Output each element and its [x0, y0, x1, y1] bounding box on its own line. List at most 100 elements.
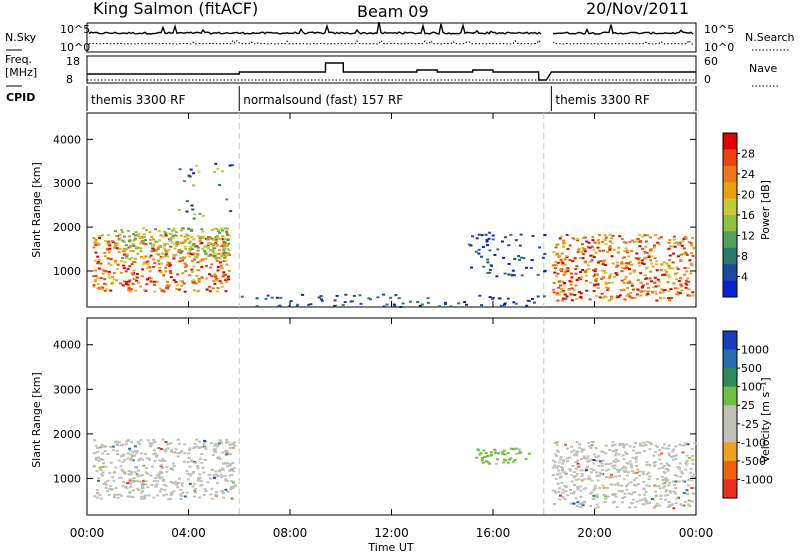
velocity-echo-cell [172, 481, 176, 484]
power-echo-cell [141, 268, 145, 271]
power-echo-cell [174, 280, 178, 283]
velocity-echo-cell [166, 447, 170, 450]
power-echo-cell [166, 263, 170, 266]
velocity-echo-cell [488, 462, 491, 465]
power-echo-cell [137, 281, 141, 284]
power-echo-cell [646, 234, 649, 237]
velocity-echo-cell [589, 492, 593, 495]
power-echo-cell [295, 305, 299, 308]
velocity-echo-cell [671, 458, 675, 461]
velocity-echo-cell [553, 464, 557, 467]
power-echo-cell [559, 269, 562, 271]
velocity-echo-cell [682, 492, 686, 494]
velocity-echo-cell [100, 443, 104, 446]
power-echo-cell [278, 304, 282, 307]
velocity-echo-cell [614, 452, 618, 455]
power-echo-cell [592, 275, 596, 278]
power-echo-cell [643, 274, 647, 277]
velocity-echo-cell [687, 457, 691, 459]
power-echo-cell [138, 242, 142, 245]
velocity-echo-cell [571, 464, 575, 467]
power-echo-cell [553, 267, 557, 270]
velocity-echo-cell [209, 493, 213, 496]
power-echo-cell [557, 293, 561, 296]
power-echo-cell [186, 227, 190, 230]
power-echo-cell [591, 239, 595, 242]
power-echo-cell [190, 260, 194, 263]
power-echo-cell [651, 265, 655, 268]
velocity-echo-cell [480, 457, 484, 460]
power-echo-cell [114, 235, 118, 238]
power-echo-cell [561, 280, 565, 283]
power-echo-cell [104, 270, 108, 273]
power-echo-cell [532, 301, 536, 304]
power-echo-cell [225, 231, 229, 234]
velocity-echo-cell [653, 460, 657, 463]
velocity-echo-cell [152, 479, 156, 482]
velocity-echo-cell [212, 450, 216, 452]
velocity-echo-cell [128, 473, 132, 476]
power-echo-cell [481, 245, 485, 248]
power-echo-cell [581, 269, 585, 271]
power-echo-cell [463, 301, 467, 303]
power-echo-cell [127, 287, 131, 290]
power-echo-cell [149, 280, 153, 283]
power-echo-cell [559, 235, 563, 238]
velocity-echo-cell [641, 470, 645, 473]
velocity-echo-cell [662, 465, 666, 468]
power-echo-cell [121, 284, 125, 287]
velocity-echo-cell [157, 447, 161, 449]
power-echo-cell [615, 261, 619, 264]
power-echo-cell [108, 247, 112, 250]
power-echo-cell [679, 283, 683, 286]
power-echo-cell [486, 271, 490, 274]
power-echo-cell [149, 277, 153, 280]
velocity-echo-cell [690, 475, 694, 478]
velocity-echo-cell [160, 471, 164, 474]
velocity-echo-cell [559, 476, 562, 479]
power-echo-cell [610, 242, 614, 245]
power-echo-cell [614, 272, 618, 274]
velocity-echo-cell [575, 452, 579, 455]
power-echo-cell [123, 250, 127, 252]
velocity-echo-cell [107, 488, 111, 491]
power-echo-cell [112, 246, 116, 249]
power-echo-cell [287, 305, 291, 308]
velocity-echo-cell [608, 476, 612, 479]
power-echo-cell [649, 270, 653, 273]
power-echo-cell [215, 260, 219, 262]
power-echo-cell [560, 288, 564, 291]
velocity-echo-cell [633, 491, 637, 494]
power-echo-cell [480, 304, 484, 307]
velocity-echo-cell [595, 459, 598, 462]
velocity-echo-cell [569, 502, 573, 505]
velocity-echo-cell [643, 488, 647, 491]
velocity-echo-cell [622, 444, 626, 447]
power-echo-cell [108, 244, 112, 247]
power-echo-cell [92, 237, 96, 240]
velocity-echo-cell [115, 443, 119, 446]
power-echo-cell [157, 229, 161, 232]
velocity-echo-cell [140, 491, 144, 494]
power-echo-cell [227, 278, 230, 281]
velocity-echo-cell [173, 451, 177, 454]
power-echo-cell [486, 244, 489, 247]
velocity-echo-cell [580, 502, 584, 505]
power-echo-cell [655, 263, 659, 266]
velocity-echo-cell [593, 487, 597, 490]
velocity-echo-cell [644, 444, 648, 446]
power-echo-cell [682, 237, 686, 240]
power-echo-cell [612, 248, 616, 251]
velocity-echo-cell [127, 470, 131, 473]
power-echo-cell [296, 303, 300, 306]
power-echo-cell [206, 243, 210, 246]
power-echo-cell [168, 262, 172, 265]
velocity-echo-cell [147, 458, 151, 461]
power-echo-cell [198, 260, 202, 263]
velocity-echo-cell [664, 479, 668, 482]
power-echo-cell [636, 240, 640, 243]
colorbar-tick-label: -100 [741, 436, 766, 449]
velocity-echo-cell [227, 452, 231, 455]
power-echo-cell [173, 243, 177, 246]
power-echo-cell [649, 262, 653, 265]
